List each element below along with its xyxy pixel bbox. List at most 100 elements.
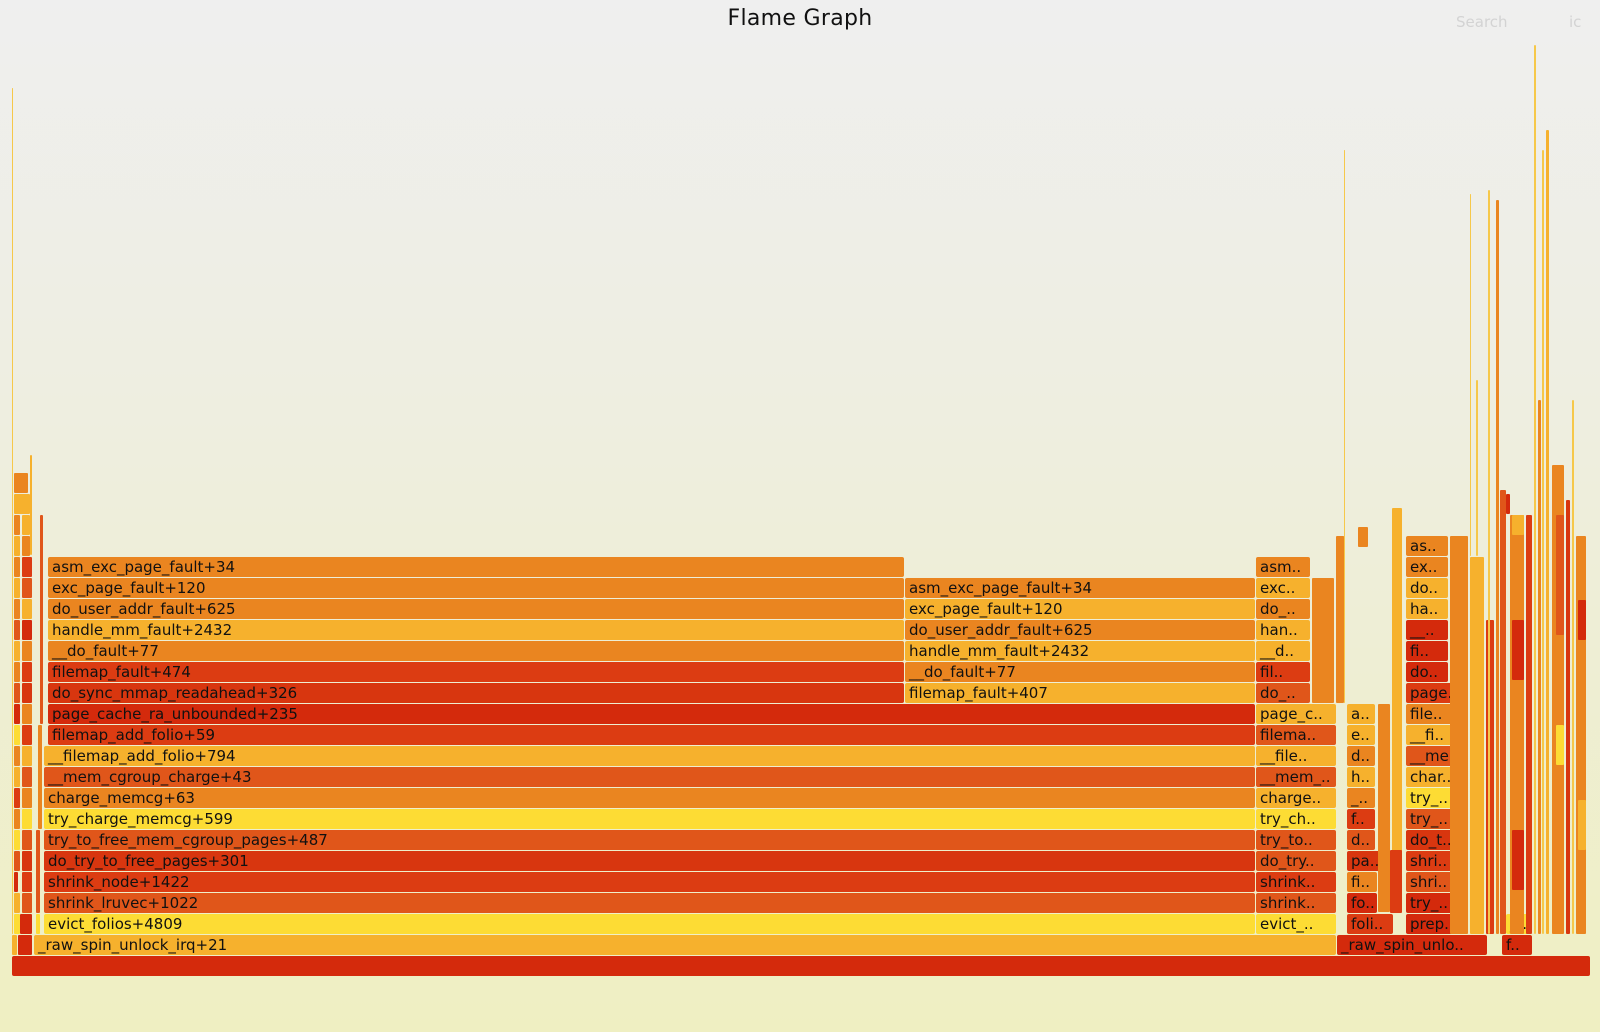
frame-sliver[interactable] — [22, 830, 32, 850]
frame[interactable]: shrink.. — [1256, 872, 1336, 892]
frame[interactable]: shrink_lruvec+1022 — [44, 893, 1255, 913]
frame-sliver[interactable] — [14, 851, 20, 871]
frame-sliver[interactable] — [1340, 536, 1344, 556]
frame[interactable]: fo.. — [1347, 893, 1377, 913]
frame[interactable]: filemap_add_folio+59 — [48, 725, 1255, 745]
frame[interactable]: fi.. — [1347, 872, 1377, 892]
frame-sliver[interactable] — [1506, 494, 1510, 514]
frame[interactable]: exc.. — [1256, 578, 1310, 598]
frame-sliver[interactable] — [22, 893, 32, 913]
frame-sliver[interactable] — [14, 494, 30, 514]
frame[interactable]: __d.. — [1256, 641, 1310, 661]
frame[interactable]: d.. — [1347, 746, 1375, 766]
frame[interactable]: as.. — [1406, 536, 1448, 556]
frame-sliver[interactable] — [1470, 557, 1484, 934]
frame[interactable]: fil.. — [1256, 662, 1310, 682]
frame-sliver[interactable] — [14, 515, 20, 535]
frame[interactable]: shrink_node+1422 — [44, 872, 1255, 892]
frame-sliver[interactable] — [22, 809, 32, 829]
frame[interactable]: __mem_.. — [1256, 767, 1336, 787]
frame[interactable]: do_user_addr_fault+625 — [48, 599, 904, 619]
frame-sliver[interactable] — [1512, 830, 1524, 890]
frame-sliver[interactable] — [1336, 536, 1344, 703]
frame-sliver[interactable] — [1392, 508, 1402, 912]
frame[interactable]: d.. — [1347, 830, 1375, 850]
frame-sliver[interactable] — [1496, 200, 1499, 934]
frame-sliver[interactable] — [22, 872, 32, 892]
frame-sliver[interactable] — [1344, 150, 1345, 703]
frame-sliver[interactable] — [1378, 704, 1390, 912]
frame[interactable]: evict_folios+4809 — [44, 914, 1255, 934]
frame-sliver[interactable] — [22, 641, 32, 661]
search-button[interactable]: Search — [1456, 13, 1508, 31]
frame[interactable]: __do_fault+77 — [905, 662, 1255, 682]
frame[interactable]: exc_page_fault+120 — [48, 578, 904, 598]
frame-sliver[interactable] — [22, 557, 32, 577]
frame[interactable]: __do_fault+77 — [48, 641, 904, 661]
frame-sliver[interactable] — [1546, 130, 1549, 934]
frame[interactable]: charge_memcg+63 — [44, 788, 1255, 808]
frame[interactable]: e.. — [1347, 725, 1375, 745]
frame-sliver[interactable] — [1486, 620, 1494, 934]
frame[interactable]: han.. — [1256, 620, 1310, 640]
frame-sliver[interactable] — [14, 536, 20, 556]
frame-sliver[interactable] — [14, 914, 20, 934]
frame-sliver[interactable] — [1312, 578, 1334, 703]
frame-sliver[interactable] — [14, 767, 20, 787]
frame[interactable]: do.. — [1406, 662, 1448, 682]
frame-sliver[interactable] — [22, 683, 32, 703]
frame[interactable]: do_.. — [1256, 683, 1310, 703]
frame-sliver[interactable] — [38, 725, 42, 829]
frame-sliver[interactable] — [18, 935, 32, 955]
frame-sliver[interactable] — [1578, 600, 1586, 640]
frame-sliver[interactable] — [14, 662, 20, 682]
frame-sliver[interactable] — [1470, 194, 1471, 556]
frame[interactable]: _raw_spin_unlock_irq+21 — [34, 935, 1336, 955]
frame[interactable]: ex.. — [1406, 557, 1448, 577]
frame-sliver[interactable] — [30, 455, 32, 555]
frame[interactable]: ha.. — [1406, 599, 1448, 619]
frame-sliver[interactable] — [1556, 515, 1564, 635]
frame[interactable]: page_cache_ra_unbounded+235 — [48, 704, 1255, 724]
frame-sliver[interactable] — [14, 809, 20, 829]
frame-sliver[interactable] — [36, 830, 40, 913]
frame-sliver[interactable] — [1392, 515, 1402, 535]
frame[interactable]: asm_exc_page_fault+34 — [48, 557, 904, 577]
frame[interactable]: try_ch.. — [1256, 809, 1336, 829]
frame[interactable]: try_to_free_mem_cgroup_pages+487 — [44, 830, 1255, 850]
frame-sliver[interactable] — [14, 725, 20, 745]
frame-sliver[interactable] — [1526, 515, 1532, 934]
frame-sliver[interactable] — [22, 746, 32, 766]
frame-sliver[interactable] — [1450, 536, 1468, 934]
frame-sliver[interactable] — [1488, 190, 1490, 934]
frame-sliver[interactable] — [1578, 800, 1586, 850]
frame[interactable]: filemap_fault+407 — [905, 683, 1255, 703]
frame-sliver[interactable] — [22, 851, 32, 871]
frame-sliver[interactable] — [14, 704, 20, 724]
frame[interactable]: try_charge_memcg+599 — [44, 809, 1255, 829]
frame[interactable]: __file.. — [1256, 746, 1336, 766]
frame-sliver[interactable] — [22, 536, 30, 556]
frame-sliver[interactable] — [14, 620, 20, 640]
frame-sliver[interactable] — [14, 788, 20, 808]
frame-sliver[interactable] — [14, 872, 18, 892]
frame-sliver[interactable] — [14, 893, 20, 913]
frame[interactable]: shrink.. — [1256, 893, 1336, 913]
frame-sliver[interactable] — [22, 767, 32, 787]
frame-sliver[interactable] — [1534, 45, 1536, 934]
frame[interactable]: do_try_to_free_pages+301 — [44, 851, 1255, 871]
frame[interactable]: f.. — [1347, 809, 1375, 829]
frame[interactable]: asm_exc_page_fault+34 — [905, 578, 1255, 598]
frame[interactable]: filemap_fault+474 — [48, 662, 904, 682]
frame-sliver[interactable] — [1500, 490, 1506, 934]
frame-sliver[interactable] — [1512, 515, 1524, 535]
frame[interactable]: evict_.. — [1256, 914, 1336, 934]
frame[interactable]: do_try.. — [1256, 851, 1336, 871]
frame[interactable]: __filemap_add_folio+794 — [44, 746, 1255, 766]
frame-sliver[interactable] — [40, 515, 43, 724]
frame-sliver[interactable] — [14, 578, 20, 598]
frame-sliver[interactable] — [1566, 500, 1570, 934]
frame-sliver[interactable] — [22, 662, 32, 682]
frame-sliver[interactable] — [14, 599, 20, 619]
ignore-case-toggle[interactable]: ic — [1569, 13, 1582, 31]
